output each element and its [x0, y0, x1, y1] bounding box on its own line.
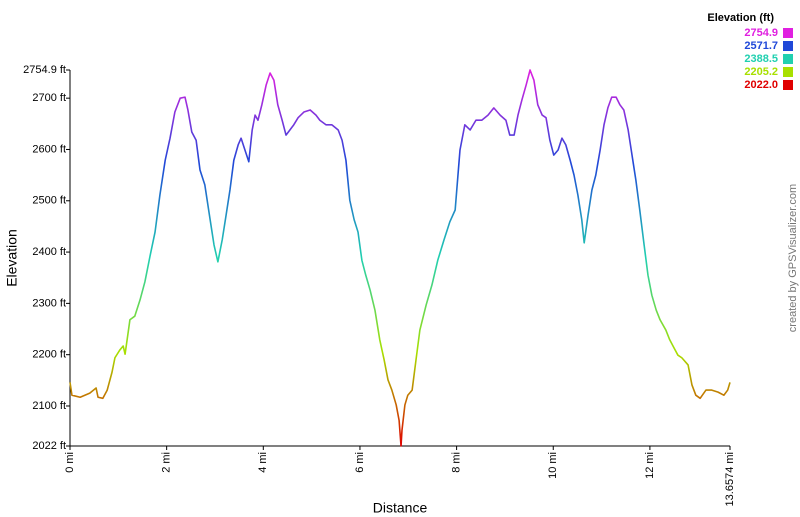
legend-label: 2571.7: [744, 40, 778, 52]
y-axis-title: Elevation: [4, 229, 20, 287]
x-axis-title: Distance: [373, 500, 428, 516]
x-tick-label: 13.6574 mi: [724, 452, 736, 506]
legend-swatch: [783, 54, 793, 64]
y-tick-label: 2700 ft: [32, 92, 66, 104]
y-tick-label: 2300 ft: [32, 297, 66, 309]
x-tick-label: 0 mi: [64, 452, 76, 473]
x-tick-label: 2 mi: [161, 452, 173, 473]
x-tick-label: 8 mi: [451, 452, 463, 473]
legend-label: 2388.5: [744, 53, 778, 65]
y-tick-label: 2100 ft: [32, 400, 66, 412]
legend-swatch: [783, 67, 793, 77]
y-tick-label: 2754.9 ft: [23, 64, 66, 76]
legend-label: 2754.9: [744, 27, 778, 39]
x-tick-label: 6 mi: [354, 452, 366, 473]
x-tick-label: 4 mi: [257, 452, 269, 473]
elevation-line: [69, 69, 731, 447]
legend-label: 2205.2: [744, 66, 778, 78]
legend-label: 2022.0: [744, 79, 778, 91]
legend-swatch: [783, 80, 793, 90]
y-tick-label: 2500 ft: [32, 195, 66, 207]
legend-title: Elevation (ft): [707, 12, 774, 24]
legend-swatch: [783, 28, 793, 38]
credit: created by GPSVisualizer.com: [787, 184, 799, 332]
y-tick-label: 2400 ft: [32, 246, 66, 258]
x-tick-label: 12 mi: [644, 452, 656, 479]
y-tick-label: 2022 ft: [32, 440, 66, 452]
legend-swatch: [783, 41, 793, 51]
y-tick-label: 2200 ft: [32, 349, 66, 361]
x-tick-label: 10 mi: [547, 452, 559, 479]
y-tick-label: 2600 ft: [32, 143, 66, 155]
